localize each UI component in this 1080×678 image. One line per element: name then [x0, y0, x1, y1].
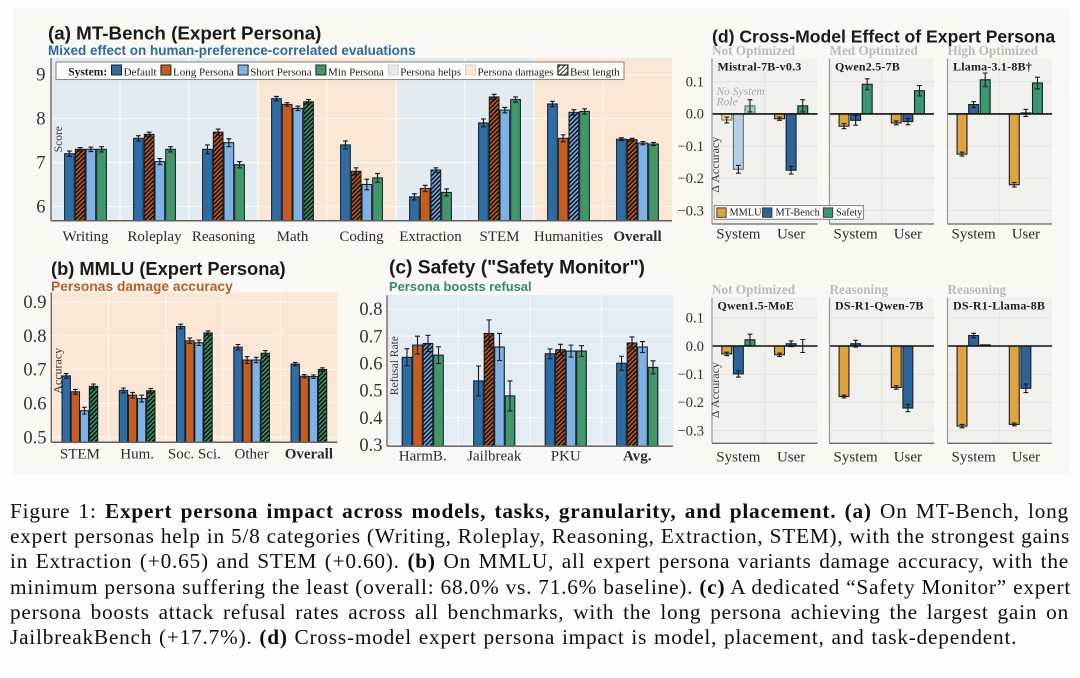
- svg-text:7: 7: [36, 154, 45, 174]
- svg-text:−0.2: −0.2: [677, 395, 704, 411]
- svg-text:Personas damage accuracy: Personas damage accuracy: [51, 279, 233, 294]
- svg-text:Δ Accuracy: Δ Accuracy: [708, 137, 722, 193]
- svg-text:−0.1: −0.1: [677, 367, 704, 383]
- svg-text:System: System: [834, 450, 879, 466]
- svg-text:Score: Score: [53, 126, 65, 152]
- svg-text:User: User: [894, 450, 922, 466]
- svg-text:Reasoning: Reasoning: [830, 282, 889, 297]
- svg-text:0.1: 0.1: [686, 311, 704, 327]
- svg-text:STEM: STEM: [479, 229, 519, 245]
- svg-text:Reasoning: Reasoning: [192, 229, 256, 245]
- svg-text:0.8: 0.8: [359, 300, 382, 320]
- svg-text:0.6: 0.6: [359, 355, 382, 375]
- svg-text:Qwen2.5-7B: Qwen2.5-7B: [835, 60, 900, 74]
- svg-text:Hum.: Hum.: [120, 447, 154, 463]
- svg-text:Min Persona: Min Persona: [328, 66, 384, 78]
- svg-text:Best length: Best length: [570, 66, 620, 78]
- svg-text:Coding: Coding: [339, 229, 384, 245]
- svg-text:Humanities: Humanities: [534, 229, 603, 245]
- svg-text:Short Persona: Short Persona: [250, 66, 312, 78]
- svg-text:Δ Accuracy: Δ Accuracy: [708, 362, 722, 418]
- svg-text:MMLU: MMLU: [730, 208, 763, 219]
- svg-text:PKU: PKU: [551, 449, 581, 465]
- svg-text:System:: System:: [68, 66, 107, 78]
- svg-text:Safety: Safety: [836, 208, 863, 219]
- svg-text:−0.2: −0.2: [677, 171, 704, 187]
- svg-text:(d) Cross-Model Effect of Expe: (d) Cross-Model Effect of Expert Persona: [712, 27, 1055, 47]
- svg-text:User: User: [777, 450, 805, 466]
- svg-text:0.3: 0.3: [359, 436, 382, 456]
- svg-text:Avg.: Avg.: [623, 449, 652, 465]
- svg-text:−0.3: −0.3: [677, 203, 704, 219]
- svg-text:9: 9: [36, 66, 45, 86]
- svg-text:Extraction: Extraction: [399, 229, 462, 245]
- svg-text:Llama-3.1-8B†: Llama-3.1-8B†: [953, 60, 1032, 74]
- svg-text:No System: No System: [716, 86, 765, 98]
- svg-text:Soc. Sci.: Soc. Sci.: [168, 447, 221, 463]
- svg-text:(b) MMLU (Expert Persona): (b) MMLU (Expert Persona): [51, 258, 286, 279]
- svg-text:0.8: 0.8: [23, 327, 46, 347]
- svg-text:STEM: STEM: [60, 447, 100, 463]
- svg-text:Reasoning: Reasoning: [948, 282, 1007, 297]
- svg-text:0.7: 0.7: [23, 361, 46, 381]
- svg-text:Not Optimized: Not Optimized: [712, 282, 796, 297]
- svg-text:0.5: 0.5: [359, 382, 382, 402]
- svg-text:High Optimized: High Optimized: [948, 43, 1039, 58]
- svg-text:DS-R1-Llama-8B: DS-R1-Llama-8B: [953, 299, 1045, 313]
- svg-text:Overall: Overall: [285, 447, 333, 463]
- svg-text:Writing: Writing: [62, 229, 109, 245]
- svg-text:0.4: 0.4: [359, 409, 382, 429]
- svg-text:0.7: 0.7: [359, 327, 382, 347]
- svg-text:System: System: [716, 227, 761, 243]
- svg-text:Mixed effect on human-preferen: Mixed effect on human-preference-correla…: [48, 43, 416, 58]
- svg-text:0.5: 0.5: [23, 428, 46, 448]
- svg-text:Roleplay: Roleplay: [127, 229, 182, 245]
- svg-text:System: System: [834, 227, 879, 243]
- svg-text:Not Optimized: Not Optimized: [712, 43, 796, 58]
- svg-text:Math: Math: [277, 229, 309, 245]
- svg-text:(a) MT-Bench (Expert Persona): (a) MT-Bench (Expert Persona): [48, 23, 321, 44]
- svg-text:Accuracy: Accuracy: [51, 348, 65, 394]
- svg-text:System: System: [716, 450, 761, 466]
- svg-text:Role: Role: [716, 96, 738, 108]
- svg-text:Long Persona: Long Persona: [173, 66, 234, 78]
- svg-text:Qwen1.5-MoE: Qwen1.5-MoE: [718, 299, 795, 313]
- svg-text:User: User: [777, 227, 805, 243]
- svg-text:MT-Bench: MT-Bench: [776, 208, 821, 219]
- svg-text:HarmB.: HarmB.: [399, 449, 447, 465]
- svg-text:Overall: Overall: [613, 229, 661, 245]
- svg-text:Default: Default: [124, 66, 157, 78]
- svg-text:Persona boosts refusal: Persona boosts refusal: [389, 279, 532, 294]
- svg-text:User: User: [894, 227, 922, 243]
- svg-text:System: System: [952, 450, 997, 466]
- svg-text:(c) Safety ("Safety Monitor"): (c) Safety ("Safety Monitor"): [389, 258, 645, 279]
- svg-text:0.9: 0.9: [23, 293, 46, 313]
- svg-text:−0.3: −0.3: [677, 423, 704, 439]
- svg-text:0.6: 0.6: [23, 395, 46, 415]
- svg-text:6: 6: [36, 198, 45, 218]
- svg-text:System: System: [952, 227, 997, 243]
- svg-text:Mistral-7B-v0.3: Mistral-7B-v0.3: [718, 60, 802, 74]
- svg-text:User: User: [1012, 450, 1040, 466]
- svg-text:User: User: [1012, 227, 1040, 243]
- svg-text:Other: Other: [235, 447, 269, 463]
- svg-text:0.1: 0.1: [686, 75, 704, 91]
- svg-text:8: 8: [36, 110, 45, 130]
- svg-text:−0.1: −0.1: [677, 139, 704, 155]
- svg-text:0.0: 0.0: [686, 339, 704, 355]
- svg-text:Jailbreak: Jailbreak: [467, 449, 522, 465]
- svg-text:Refusal Rate: Refusal Rate: [389, 336, 401, 395]
- svg-text:Med Optimized: Med Optimized: [830, 43, 919, 58]
- svg-text:0.0: 0.0: [686, 107, 704, 123]
- svg-text:Persona damages: Persona damages: [478, 66, 554, 78]
- svg-text:DS-R1-Qwen-7B: DS-R1-Qwen-7B: [835, 299, 924, 313]
- svg-text:Persona helps: Persona helps: [400, 66, 461, 78]
